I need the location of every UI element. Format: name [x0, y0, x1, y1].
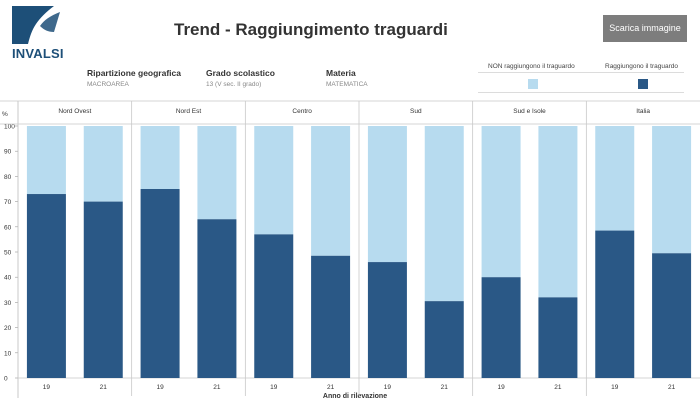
bar-reached	[652, 253, 692, 378]
y-tick-label: 90	[4, 149, 12, 156]
panel-label: Sud	[410, 108, 422, 115]
legend-non-label: NON raggiungono il traguardo	[488, 63, 575, 70]
x-tick-label: 19	[611, 384, 619, 391]
y-unit-label: %	[2, 111, 8, 118]
bar-not-reached	[140, 126, 180, 189]
y-tick-label: 0	[4, 376, 8, 383]
y-tick-label: 50	[4, 250, 12, 257]
bar-reached	[197, 219, 237, 378]
x-tick-label: 21	[554, 384, 562, 391]
bar-reached	[595, 230, 635, 378]
filter-ripartizione-label: Ripartizione geografica	[87, 68, 181, 78]
x-tick-label: 21	[441, 384, 449, 391]
panel-label: Nord Est	[176, 108, 201, 115]
x-tick-label: 19	[156, 384, 164, 391]
x-tick-label: 19	[270, 384, 278, 391]
filter-materia-value: MATEMATICA	[326, 81, 368, 88]
bar-reached	[538, 297, 578, 378]
x-tick-label: 21	[213, 384, 221, 391]
bar-not-reached	[481, 126, 521, 278]
bar-not-reached	[424, 126, 464, 302]
y-tick-label: 60	[4, 224, 12, 231]
legend-divider-bottom	[478, 92, 684, 93]
filter-grado-label: Grado scolastico	[206, 68, 275, 78]
bar-reached	[367, 262, 407, 378]
bar-reached	[83, 201, 123, 378]
filter-ripartizione-value: MACROAREA	[87, 81, 129, 88]
x-tick-label: 21	[327, 384, 335, 391]
y-tick-label: 40	[4, 275, 12, 282]
bar-reached	[481, 277, 521, 378]
panel-label: Italia	[636, 108, 650, 115]
page-title: Trend - Raggiungimento traguardi	[174, 20, 448, 39]
download-image-button[interactable]: Scarica immagine	[603, 15, 687, 42]
filter-grado-value: 13 (V sec. II grado)	[206, 81, 262, 88]
y-tick-label: 70	[4, 199, 12, 206]
y-tick-label: 30	[4, 300, 12, 307]
x-tick-label: 19	[43, 384, 51, 391]
y-tick-label: 80	[4, 174, 12, 181]
bar-not-reached	[197, 126, 237, 220]
y-tick-label: 100	[4, 124, 15, 131]
legend-si-label: Raggiungono il traguardo	[605, 63, 678, 70]
y-tick-label: 20	[4, 325, 12, 332]
panel-label: Centro	[292, 108, 312, 115]
bar-not-reached	[254, 126, 294, 235]
bar-reached	[311, 255, 351, 378]
bar-not-reached	[311, 126, 351, 256]
invalsi-logo-icon	[12, 6, 60, 44]
filter-materia-label: Materia	[326, 68, 356, 78]
x-axis-title: Anno di rilevazione	[323, 393, 387, 400]
y-tick-label: 10	[4, 350, 12, 357]
legend-swatch-non[interactable]	[528, 79, 538, 89]
bar-reached	[254, 234, 294, 378]
bar-reached	[140, 189, 180, 378]
x-tick-label: 19	[384, 384, 392, 391]
filter-grado[interactable]: Grado scolastico 13 (V sec. II grado)	[206, 68, 275, 88]
panel-label: Nord Ovest	[58, 108, 91, 115]
bar-not-reached	[83, 126, 123, 202]
filter-materia[interactable]: Materia MATEMATICA	[326, 68, 368, 88]
legend-swatch-si[interactable]	[638, 79, 648, 89]
bar-not-reached	[595, 126, 635, 231]
x-tick-label: 21	[100, 384, 108, 391]
panel-label: Sud e Isole	[513, 108, 546, 115]
bar-reached	[26, 194, 66, 378]
bar-not-reached	[538, 126, 578, 298]
bar-not-reached	[367, 126, 407, 263]
bar-reached	[424, 301, 464, 378]
bar-not-reached	[652, 126, 692, 254]
legend-divider-top	[478, 72, 684, 73]
x-tick-label: 21	[668, 384, 676, 391]
x-tick-label: 19	[497, 384, 505, 391]
bar-not-reached	[26, 126, 66, 195]
logo-text: INVALSI	[12, 46, 64, 61]
filter-ripartizione[interactable]: Ripartizione geografica MACROAREA	[87, 68, 181, 88]
